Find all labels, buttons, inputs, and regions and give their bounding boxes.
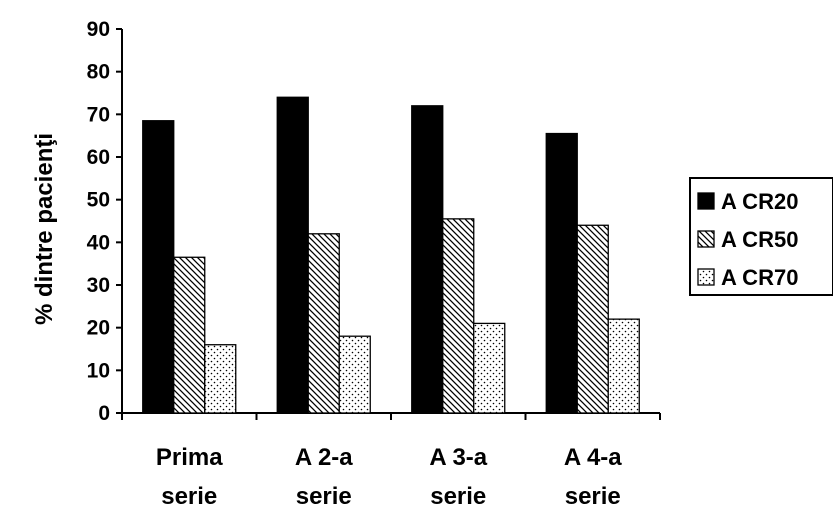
bar-a-cr20 xyxy=(411,105,444,414)
x-axis xyxy=(121,412,661,420)
y-tick-label: 20 xyxy=(87,317,110,340)
bar-a-cr20 xyxy=(276,96,309,414)
x-tick-label: serie xyxy=(430,483,486,508)
x-tick-label: serie xyxy=(296,483,352,508)
y-axis-label: % dintre pacienţi xyxy=(31,133,58,325)
bar-a-cr70 xyxy=(204,344,237,414)
x-tick-label: serie xyxy=(565,483,621,508)
y-tick-label: 80 xyxy=(87,61,110,84)
bar-a-cr70 xyxy=(338,335,371,414)
x-tick-label: A 2-a xyxy=(295,444,353,471)
y-tick-label: 60 xyxy=(87,146,110,169)
bar-a-cr50 xyxy=(307,233,340,414)
legend-swatch xyxy=(697,230,715,248)
legend-label: A CR70 xyxy=(721,265,798,290)
bar-a-cr70 xyxy=(607,318,640,414)
y-tick-label: 50 xyxy=(87,189,110,212)
bars xyxy=(142,96,640,414)
y-tick-label: 0 xyxy=(98,402,110,425)
legend-swatch xyxy=(697,192,715,210)
x-tick-label: A 4-a xyxy=(564,444,622,471)
legend-label: A CR20 xyxy=(721,189,798,214)
y-tick-label: 90 xyxy=(87,18,110,41)
bar-a-cr70 xyxy=(473,322,506,414)
bar-a-cr20 xyxy=(545,132,578,414)
legend-swatch xyxy=(697,268,715,286)
y-tick-label: 30 xyxy=(87,274,110,297)
x-tick-label: serie xyxy=(161,483,217,508)
bar-a-cr50 xyxy=(173,256,206,414)
bar-a-cr50 xyxy=(576,224,609,414)
x-tick-label: Prima xyxy=(156,444,223,471)
x-tick-label: A 3-a xyxy=(429,444,487,471)
y-tick-label: 10 xyxy=(87,359,110,382)
y-tick-label: 40 xyxy=(87,231,110,254)
y-tick-label: 70 xyxy=(87,103,110,126)
bar-a-cr50 xyxy=(442,218,475,414)
x-tick-labels: Prima serie A 2-a serie A 3-a serie A 4-a serie xyxy=(156,444,622,508)
legend: A CR20 A CR50 A CR70 xyxy=(689,177,833,296)
bar-a-cr20 xyxy=(142,120,175,414)
y-axis: 0 10 20 30 40 50 60 70 80 90 xyxy=(87,18,123,425)
legend-label: A CR50 xyxy=(721,227,798,252)
